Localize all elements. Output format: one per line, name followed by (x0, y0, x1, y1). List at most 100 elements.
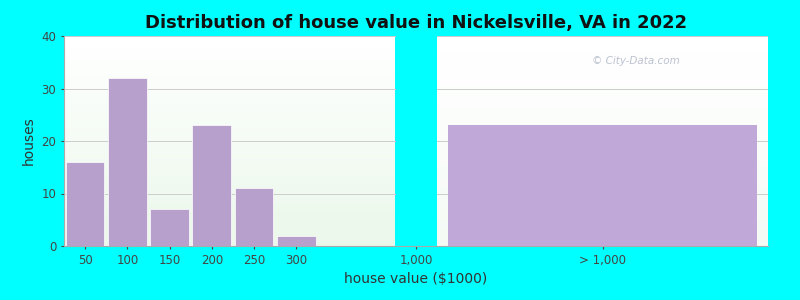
Bar (64, 120, 395, 124)
Bar (64, 179, 395, 183)
Bar (437, 196, 768, 200)
Bar (64, 103, 395, 107)
Bar (64, 36, 395, 40)
Bar (64, 78, 395, 82)
Bar (448, 125, 758, 246)
Bar (64, 225, 395, 229)
Bar (437, 36, 768, 40)
Bar (437, 57, 768, 61)
Bar (437, 238, 768, 242)
Bar (150, 209, 189, 246)
Bar (64, 99, 395, 103)
Title: Distribution of house value in Nickelsville, VA in 2022: Distribution of house value in Nickelsvi… (145, 14, 687, 32)
Bar (234, 188, 274, 246)
Bar (437, 217, 768, 221)
Bar (64, 137, 395, 141)
Bar (64, 49, 395, 53)
Bar (437, 212, 768, 217)
Bar (64, 44, 395, 49)
Bar (437, 61, 768, 65)
Bar (64, 57, 395, 61)
Bar (64, 238, 395, 242)
Bar (64, 221, 395, 225)
Text: © City-Data.com: © City-Data.com (592, 56, 680, 66)
Bar (64, 204, 395, 208)
Bar (437, 200, 768, 204)
Bar (437, 141, 768, 145)
Bar (437, 225, 768, 229)
Bar (193, 125, 231, 246)
Bar (437, 95, 768, 99)
Bar (64, 200, 395, 204)
Bar (64, 212, 395, 217)
Bar (64, 95, 395, 99)
Bar (437, 86, 768, 91)
Bar (64, 233, 395, 238)
Bar (64, 242, 395, 246)
Bar (64, 217, 395, 221)
Bar (64, 158, 395, 162)
Bar (437, 233, 768, 238)
Bar (437, 179, 768, 183)
Bar (66, 162, 105, 246)
Bar (437, 128, 768, 133)
Bar (437, 187, 768, 191)
Bar (64, 170, 395, 175)
Bar (64, 183, 395, 187)
Bar (64, 112, 395, 116)
Bar (64, 82, 395, 86)
Bar (437, 229, 768, 233)
Bar (64, 149, 395, 154)
Bar (64, 166, 395, 170)
Bar (437, 242, 768, 246)
Bar (437, 162, 768, 166)
Bar (64, 53, 395, 57)
Bar (437, 65, 768, 70)
Bar (437, 53, 768, 57)
Bar (437, 116, 768, 120)
Bar (64, 175, 395, 179)
Bar (437, 204, 768, 208)
Bar (64, 187, 395, 191)
Bar (64, 70, 395, 74)
Bar (437, 158, 768, 162)
Bar (437, 137, 768, 141)
Bar (437, 154, 768, 158)
Bar (437, 103, 768, 107)
Bar (437, 40, 768, 44)
X-axis label: house value ($1000): house value ($1000) (344, 272, 488, 286)
Bar (437, 112, 768, 116)
Bar (437, 107, 768, 112)
Bar (64, 124, 395, 128)
Bar (437, 170, 768, 175)
Bar (64, 229, 395, 233)
Bar (437, 145, 768, 149)
Bar (437, 208, 768, 212)
Bar (64, 141, 395, 145)
Bar (108, 78, 146, 246)
Bar (437, 191, 768, 196)
Bar (64, 154, 395, 158)
Bar (64, 116, 395, 120)
Bar (437, 82, 768, 86)
Bar (64, 196, 395, 200)
Bar (437, 120, 768, 124)
Bar (64, 65, 395, 70)
Bar (437, 49, 768, 53)
Bar (64, 107, 395, 112)
Bar (64, 191, 395, 196)
Bar (437, 91, 768, 95)
Bar (437, 175, 768, 179)
Bar (64, 133, 395, 137)
Y-axis label: houses: houses (22, 117, 36, 165)
Bar (437, 133, 768, 137)
Bar (437, 221, 768, 225)
Bar (64, 208, 395, 212)
Bar (64, 40, 395, 44)
Bar (64, 86, 395, 91)
Bar (64, 74, 395, 78)
Bar (437, 183, 768, 187)
Bar (64, 145, 395, 149)
Bar (437, 78, 768, 82)
Bar (64, 91, 395, 95)
